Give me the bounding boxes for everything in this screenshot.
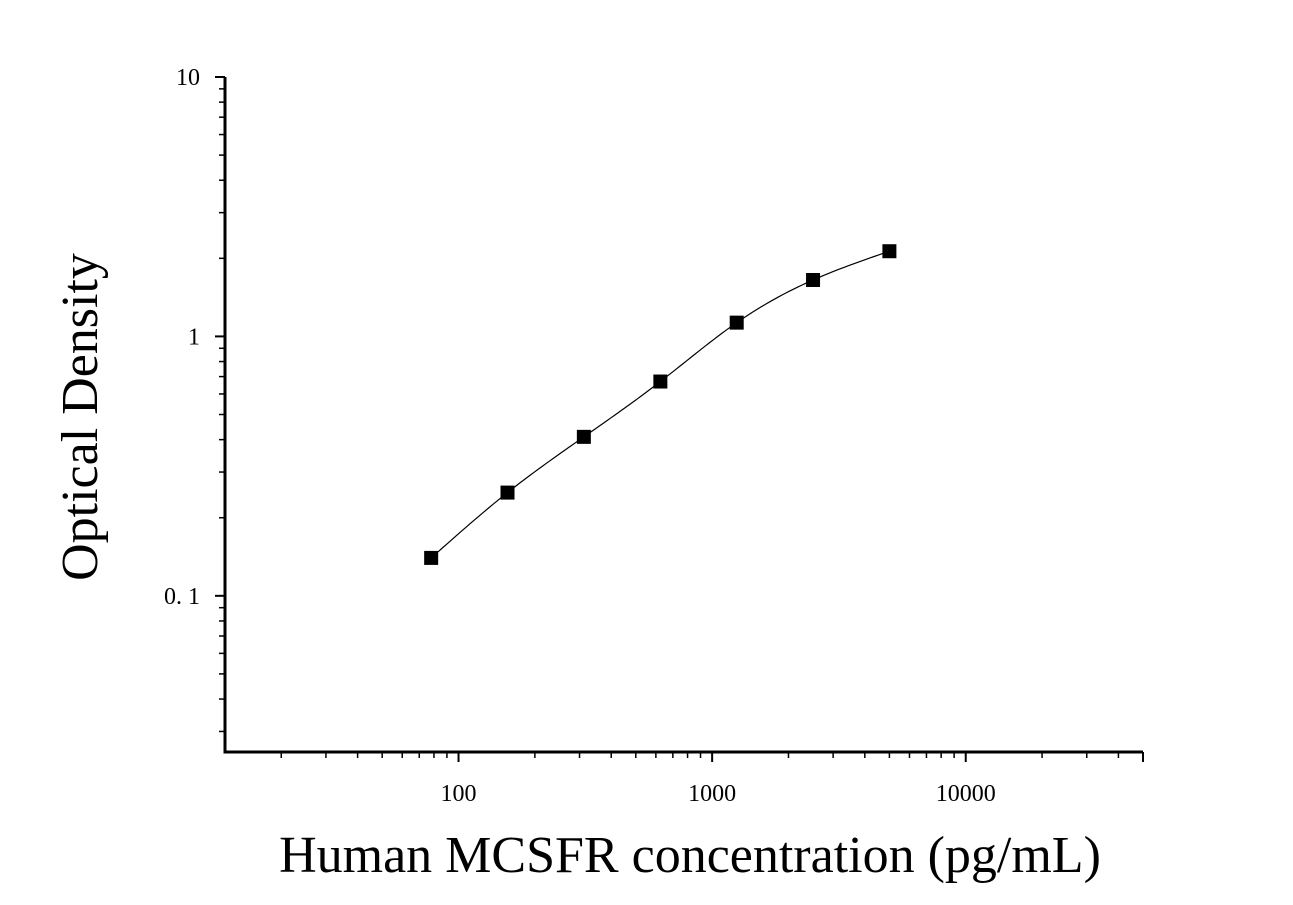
x-axis-title: Human MCSFR concentration (pg/mL) [279,827,1101,884]
x-tick-label: 1000 [688,781,736,807]
fit-curve [430,250,890,559]
ticks: 100 1000 10000 0. 1 1 10 [164,65,1144,807]
y-tick-label: 0. 1 [164,584,200,610]
data-point [653,374,668,389]
data-point [729,315,744,330]
data-point [806,272,821,287]
data-point [500,485,515,500]
y-axis-title: Optical Density [52,253,109,581]
x-tick-label: 100 [441,781,477,807]
y-tick-label: 1 [188,324,200,350]
data-point [424,550,439,565]
data-point [882,244,897,259]
y-tick-label: 10 [176,65,200,91]
axes [223,77,1143,754]
data-points [424,244,897,565]
x-tick-label: 10000 [936,781,996,807]
data-point [576,429,591,444]
fit-curve-layer [430,250,890,559]
